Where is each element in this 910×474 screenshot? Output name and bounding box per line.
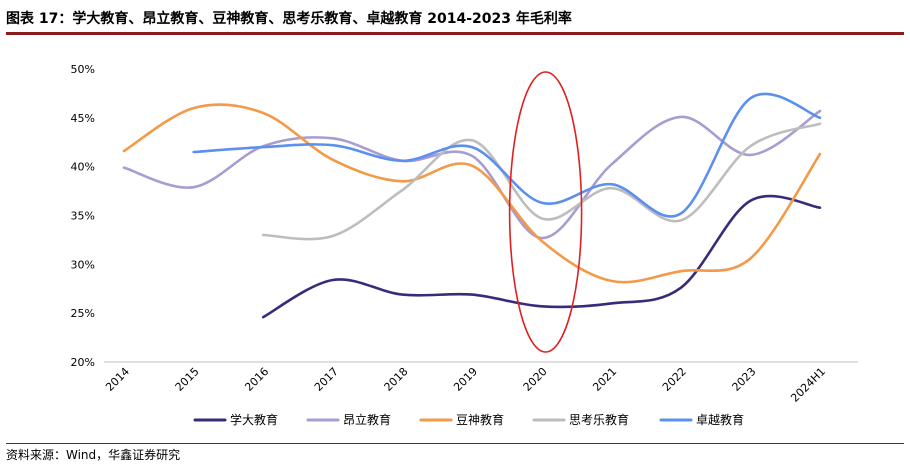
series-line-1 bbox=[261, 194, 822, 319]
x-tick-label: 2021 bbox=[590, 365, 619, 394]
series-line-2 bbox=[122, 109, 822, 240]
legend-label: 昂立教育 bbox=[343, 412, 391, 427]
x-tick-label: 2023 bbox=[730, 365, 759, 394]
y-tick-label: 50% bbox=[71, 63, 95, 76]
legend-label: 思考乐教育 bbox=[569, 412, 629, 427]
y-tick-label: 30% bbox=[71, 258, 95, 271]
y-tick-label: 20% bbox=[71, 356, 95, 369]
x-tick-label: 2022 bbox=[660, 365, 689, 394]
series-line-3 bbox=[122, 103, 822, 284]
legend-label: 学大教育 bbox=[230, 412, 278, 427]
legend-label: 豆神教育 bbox=[456, 412, 504, 427]
x-tick-label: 2015 bbox=[173, 365, 202, 394]
x-tick-label: 2017 bbox=[312, 365, 341, 394]
series-line-5 bbox=[192, 92, 822, 218]
x-tick-label: 2018 bbox=[382, 365, 411, 394]
series-line-4 bbox=[261, 122, 822, 241]
highlight-ellipse-2020 bbox=[508, 71, 583, 353]
y-tick-label: 35% bbox=[71, 210, 95, 223]
x-tick-label: 2019 bbox=[451, 365, 480, 394]
source-note: 资料来源：Wind，华鑫证券研究 bbox=[6, 443, 904, 468]
x-tick-label: 2016 bbox=[242, 365, 271, 394]
x-tick-label: 2014 bbox=[103, 365, 132, 394]
x-tick-label: 2024H1 bbox=[788, 365, 828, 405]
legend-label: 卓越教育 bbox=[696, 412, 744, 427]
y-tick-label: 40% bbox=[71, 161, 95, 174]
chart-title: 图表 17：学大教育、昂立教育、豆神教育、思考乐教育、卓越教育 2014-202… bbox=[6, 6, 904, 35]
y-tick-label: 25% bbox=[71, 307, 95, 320]
x-tick-label: 2020 bbox=[521, 365, 550, 394]
y-tick-label: 45% bbox=[71, 112, 95, 125]
